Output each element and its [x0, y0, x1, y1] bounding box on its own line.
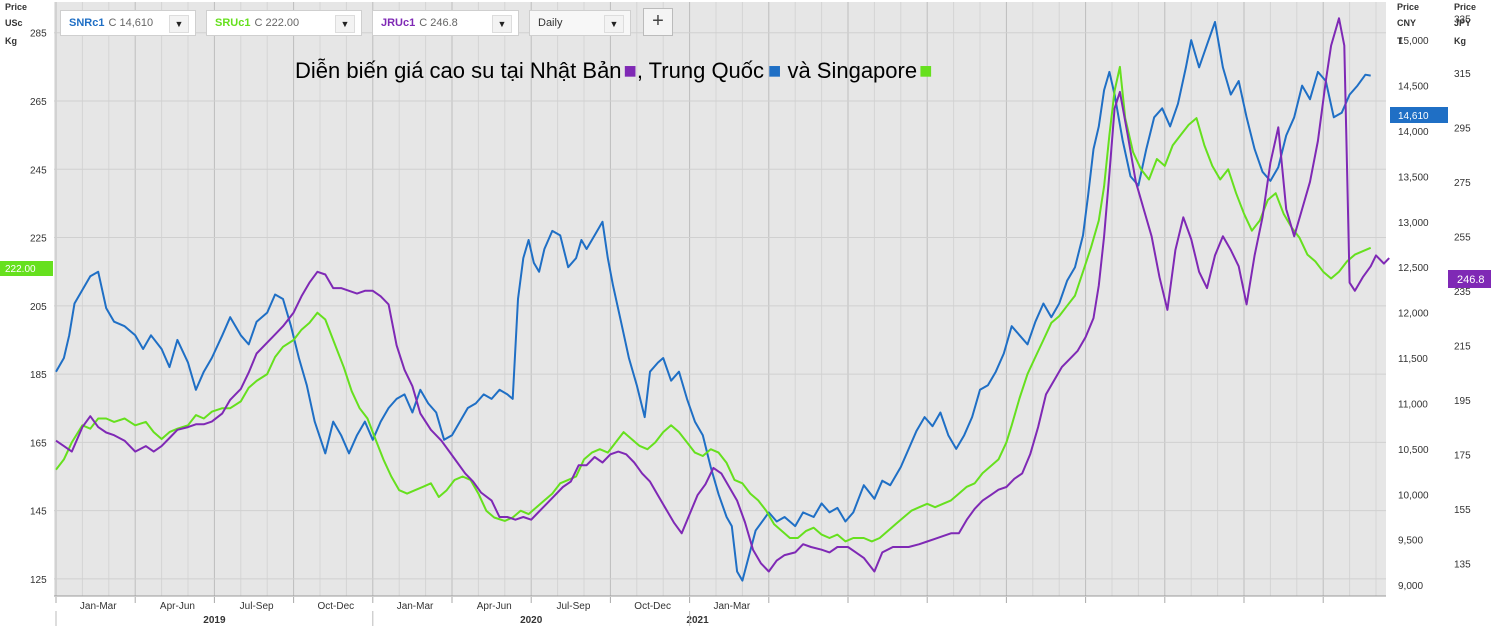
cny-tick-label: 14,000 — [1398, 127, 1429, 138]
cny-tick-label: 12,000 — [1398, 309, 1429, 320]
jru-symbol: JRUc1 — [381, 17, 416, 29]
left-last-tag-bg — [0, 261, 53, 276]
singapore-swatch: ■ — [919, 58, 932, 83]
jpy-tick-label: 315 — [1454, 69, 1471, 80]
cny-axis-ticks: 15,000 14,500 14,000 13,500 13,000 12,500 12,0… — [1398, 36, 1429, 592]
jpy-last-tag: 246.8 — [1457, 274, 1485, 286]
x-tick-label: Oct-Dec — [634, 601, 671, 612]
cny-axis-header-line: Price — [1397, 2, 1419, 12]
left-last-tag: 222.00 — [5, 264, 36, 275]
snr-instrument-control[interactable]: SNRc1 C 14,610 ▼ — [60, 10, 196, 36]
jpy-axis-header-line: JPY — [1454, 18, 1471, 28]
jpy-tick-label: 175 — [1454, 450, 1471, 461]
cny-tick-label: 10,500 — [1398, 445, 1429, 456]
svg-text:Diễn biến giá cao su tại Nhật: Diễn biến giá cao su tại Nhật Bản■, Trun… — [295, 58, 932, 83]
chart-title: Diễn biến giá cao su tại Nhật Bản■, Trun… — [295, 58, 932, 83]
x-axis-band — [0, 596, 1491, 626]
left-tick-label: 285 — [30, 29, 47, 40]
plot-background — [54, 2, 1386, 596]
add-instrument-button[interactable]: + — [643, 8, 673, 36]
left-axis-header-line: Kg — [5, 36, 17, 46]
left-axis-ticks: 285 265 245 225 205 185 165 145 125 — [30, 29, 47, 586]
snr-close: C 14,610 — [108, 17, 154, 29]
jpy-axis-header-line: Price — [1454, 2, 1476, 12]
cny-tick-label: 10,000 — [1398, 490, 1429, 501]
cny-last-tag-bg — [1390, 107, 1448, 123]
cny-tick-label: 11,500 — [1398, 354, 1428, 365]
x-tick-label: Jul-Sep — [240, 601, 274, 612]
interval-select[interactable]: Daily ▼ — [529, 10, 631, 36]
left-axis-header-line: USc — [5, 18, 23, 28]
x-tick-label: Jan-Mar — [80, 601, 117, 612]
cny-tick-label: 9,500 — [1398, 536, 1423, 547]
jpy-last-tag-bg — [1448, 270, 1491, 288]
jpy-tick-label: 215 — [1454, 341, 1471, 352]
jpy-tick-label: 135 — [1454, 559, 1471, 570]
jpy-tick-label: 235 — [1454, 287, 1471, 298]
x-tick-label: Jul-Sep — [556, 601, 590, 612]
jpy-tick-label: 155 — [1454, 505, 1471, 516]
sru-dropdown-icon[interactable]: ▼ — [335, 15, 355, 33]
series-lines — [55, 17, 1390, 582]
interval-dropdown-icon[interactable]: ▼ — [604, 15, 624, 33]
year-label: 2021 — [686, 615, 709, 626]
jpy-tick-label: 335 — [1454, 14, 1471, 25]
interval-value: Daily — [538, 17, 563, 29]
cny-tick-label: 13,500 — [1398, 172, 1429, 183]
year-label: 2019 — [203, 615, 226, 626]
x-tick-label: Jan-Mar — [713, 601, 750, 612]
title-part-singapore: và Singapore — [781, 58, 917, 83]
jpy-axis-ticks: 335 315 295 275 255 235 215 195 175 155 135 — [1454, 14, 1471, 570]
sru-symbol: SRUc1 — [215, 17, 251, 29]
left-tick-label: 145 — [30, 507, 47, 518]
year-label: 2020 — [520, 615, 543, 626]
series-line-snrc1 — [55, 21, 1371, 582]
title-part-china: , Trung Quốc — [637, 58, 764, 83]
sru-instrument-control[interactable]: SRUc1 C 222.00 ▼ — [206, 10, 362, 36]
left-tick-label: 245 — [30, 165, 47, 176]
cny-tick-label: 14,500 — [1398, 82, 1429, 93]
sru-close: C 222.00 — [254, 17, 300, 29]
cny-tick-label: 9,000 — [1398, 581, 1423, 592]
cny-tick-label: 12,500 — [1398, 263, 1429, 274]
series-line-jruc1 — [55, 17, 1390, 573]
left-tick-label: 205 — [30, 302, 47, 313]
jru-dropdown-icon[interactable]: ▼ — [492, 15, 512, 33]
left-axis-header: Price USc Kg — [5, 2, 27, 46]
jru-instrument-control[interactable]: JRUc1 C 246.8 ▼ — [372, 10, 519, 36]
left-tick-label: 185 — [30, 370, 47, 381]
jpy-axis-header-line: Kg — [1454, 36, 1466, 46]
left-axis-header-line: Price — [5, 2, 27, 12]
x-tick-label: Jan-Mar — [397, 601, 434, 612]
left-tick-label: 225 — [30, 234, 47, 245]
left-tick-label: 125 — [30, 575, 47, 586]
last-price-tags: 222.00 14,610 246.8 — [0, 107, 1491, 288]
jpy-tick-label: 295 — [1454, 123, 1471, 134]
japan-swatch: ■ — [624, 58, 637, 83]
left-tick-label: 265 — [30, 97, 47, 108]
cny-tick-label: 13,000 — [1398, 218, 1429, 229]
x-tick-label: Apr-Jun — [477, 601, 512, 612]
jpy-axis-header: Price JPY Kg — [1454, 2, 1476, 46]
cny-axis-header-line: CNY — [1397, 18, 1416, 28]
x-tick-label: Oct-Dec — [318, 601, 355, 612]
x-axis: Jan-Mar Apr-Jun Jul-Sep Oct-Dec Jan-Mar Apr-J… — [0, 595, 1491, 626]
snr-symbol: SNRc1 — [69, 17, 105, 29]
left-tick-label: 165 — [30, 438, 47, 449]
cny-axis-header-line: T — [1397, 36, 1403, 46]
jru-close: C 246.8 — [419, 17, 458, 29]
jpy-tick-label: 195 — [1454, 396, 1471, 407]
snr-dropdown-icon[interactable]: ▼ — [169, 15, 189, 33]
title-part-japan: Diễn biến giá cao su tại Nhật Bản — [295, 58, 622, 83]
cny-last-tag: 14,610 — [1398, 111, 1429, 122]
china-swatch: ■ — [768, 58, 781, 83]
x-tick-label: Apr-Jun — [160, 601, 195, 612]
cny-axis-header: Price CNY T — [1397, 2, 1419, 46]
jpy-tick-label: 275 — [1454, 178, 1471, 189]
cny-tick-label: 15,000 — [1398, 36, 1429, 47]
series-line-sruc1 — [55, 65, 1372, 543]
jpy-tick-label: 255 — [1454, 232, 1471, 243]
cny-tick-label: 11,000 — [1398, 399, 1428, 410]
